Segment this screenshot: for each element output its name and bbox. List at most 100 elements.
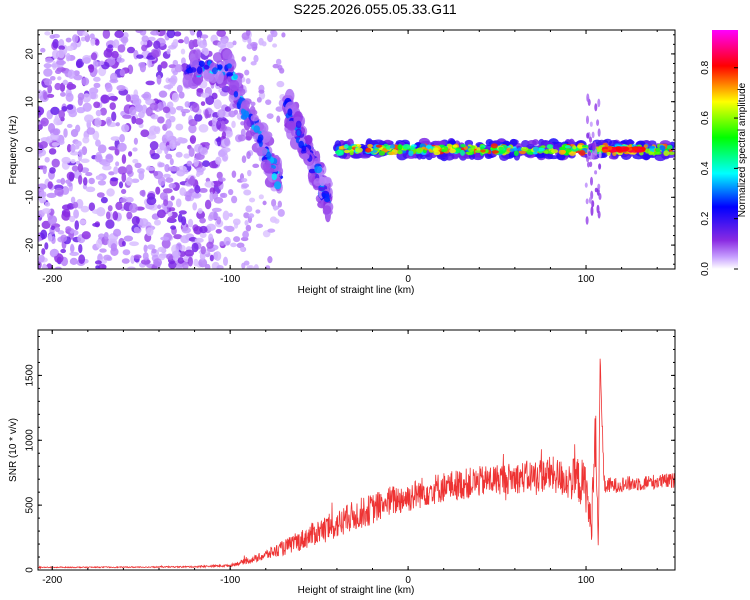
noise-blob xyxy=(110,243,117,252)
main-track-core xyxy=(666,144,673,150)
colorbar-label: Normalized spectral amplitude xyxy=(737,82,748,217)
noise-blob xyxy=(38,254,45,263)
noise-blob xyxy=(82,57,91,64)
noise-blob xyxy=(250,101,256,107)
noise-blob xyxy=(125,176,133,186)
noise-blob xyxy=(88,202,96,212)
noise-blob xyxy=(166,101,174,109)
noise-blob xyxy=(216,264,224,269)
noise-blob xyxy=(168,64,177,69)
noise-blob xyxy=(222,210,230,221)
noise-blob xyxy=(38,183,47,190)
noise-blob xyxy=(48,148,57,155)
noise-blob xyxy=(216,216,222,225)
noise-blob xyxy=(149,125,159,135)
noise-blob xyxy=(38,260,42,269)
snr-y-label: SNR (10 * v/v) xyxy=(8,418,19,482)
noise-blob xyxy=(241,56,247,62)
branch-b-blob xyxy=(314,166,323,174)
noise-blob xyxy=(141,104,148,114)
noise-blob xyxy=(49,34,56,39)
noise-blob xyxy=(213,180,222,187)
noise-blob xyxy=(136,54,144,59)
branch-a-blob xyxy=(198,60,205,67)
noise-blob xyxy=(119,198,127,203)
noise-blob xyxy=(89,92,97,100)
noise-blob xyxy=(121,124,130,133)
noise-blob xyxy=(81,77,90,86)
noise-blob xyxy=(245,78,251,85)
noise-blob xyxy=(115,201,123,211)
noise-blob xyxy=(157,204,162,210)
noise-blob xyxy=(173,31,182,37)
branch-b-blob xyxy=(308,168,317,174)
noise-blob xyxy=(145,166,156,171)
noise-blob xyxy=(243,189,252,196)
noise-blob xyxy=(66,104,74,111)
noise-blob xyxy=(69,151,80,156)
noise-blob xyxy=(273,205,278,211)
noise-blob xyxy=(132,147,138,152)
noise-blob xyxy=(141,35,149,43)
noise-blob xyxy=(200,92,210,98)
noise-blob xyxy=(150,152,160,160)
noise-blob xyxy=(276,115,281,123)
noise-blob xyxy=(44,156,50,163)
main-track-core xyxy=(388,151,395,156)
noise-blob xyxy=(262,200,267,206)
noise-blob xyxy=(255,209,261,214)
main-track-core xyxy=(452,144,458,148)
noise-blob xyxy=(231,170,237,178)
main-track-core xyxy=(572,145,577,150)
noise-blob xyxy=(46,93,55,98)
spectrogram-y-tick-label: 20 xyxy=(25,48,36,60)
vertical-smear-blob xyxy=(597,128,601,137)
noise-blob xyxy=(167,166,177,172)
snr-series-line xyxy=(38,358,675,570)
noise-blob xyxy=(100,94,110,104)
branch-b-blob xyxy=(295,120,302,129)
noise-blob xyxy=(40,229,48,240)
noise-blob xyxy=(248,213,255,219)
noise-blob xyxy=(160,61,168,69)
noise-blob xyxy=(165,112,171,119)
noise-blob xyxy=(107,44,114,49)
noise-blob xyxy=(184,249,194,257)
spectrogram-y-tick-label: -10 xyxy=(25,190,36,205)
noise-blob xyxy=(61,204,72,211)
noise-blob xyxy=(204,109,209,119)
spectrogram-y-label: Frequency (Hz) xyxy=(8,116,19,185)
noise-blob xyxy=(49,75,56,81)
noise-blob xyxy=(125,196,134,203)
noise-blob xyxy=(66,45,74,52)
noise-blob xyxy=(94,117,102,128)
noise-blob xyxy=(188,39,195,50)
noise-blob xyxy=(74,140,82,147)
noise-blob xyxy=(110,177,119,182)
main-track-core xyxy=(454,148,462,154)
noise-blob xyxy=(180,235,190,244)
main-track-halo xyxy=(642,154,651,161)
noise-blob xyxy=(119,69,126,77)
noise-blob xyxy=(60,248,67,254)
noise-blob xyxy=(131,115,137,125)
noise-blob xyxy=(128,151,133,157)
branch-a-blob xyxy=(256,146,268,157)
noise-blob xyxy=(216,30,227,37)
noise-blob xyxy=(196,88,204,93)
noise-blob xyxy=(163,199,169,207)
noise-blob xyxy=(183,36,190,45)
noise-blob xyxy=(102,165,112,171)
noise-blob xyxy=(220,120,226,130)
noise-blob xyxy=(41,208,52,214)
noise-blob xyxy=(174,64,183,73)
noise-blob xyxy=(194,184,201,194)
noise-blob xyxy=(156,209,166,219)
noise-blob xyxy=(270,30,275,35)
noise-blob xyxy=(108,95,118,101)
branch-a-blob xyxy=(243,117,251,131)
spectrogram-y-tick-label: -20 xyxy=(25,237,36,252)
colorbar-tick-label: 0.0 xyxy=(700,262,711,276)
